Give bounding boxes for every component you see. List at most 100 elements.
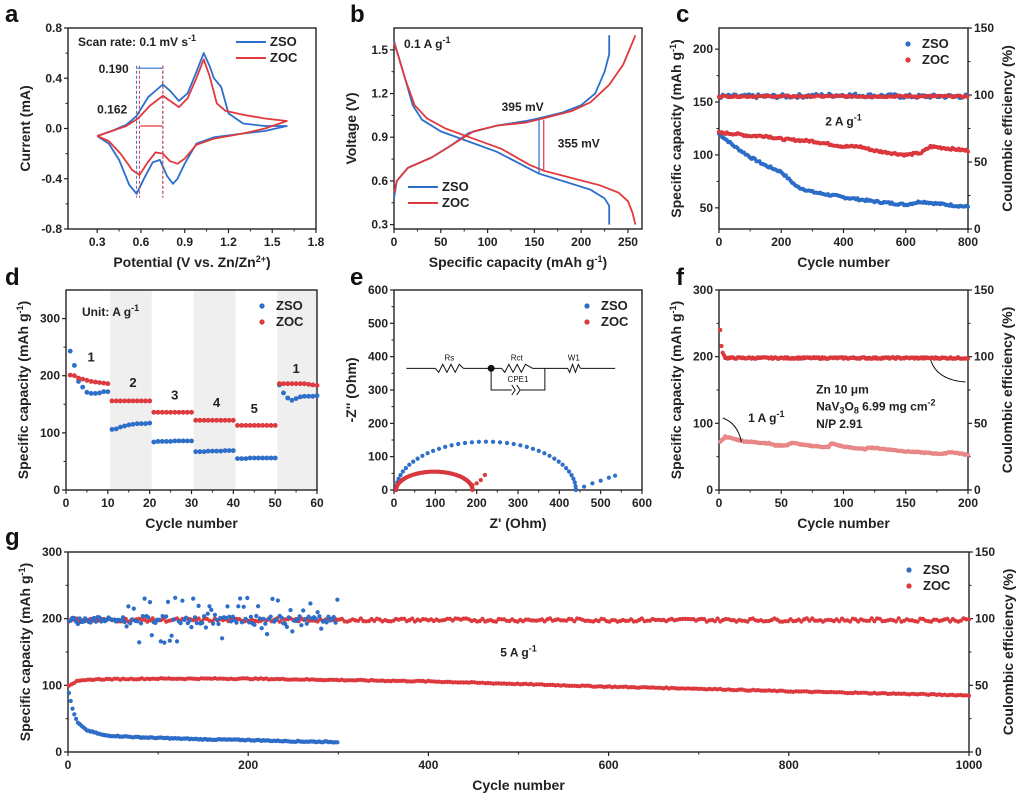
polarization-label-zso: 395 mV bbox=[502, 100, 544, 114]
circuit-label-rs: Rs bbox=[444, 353, 454, 362]
ce-point-zso bbox=[126, 604, 131, 609]
y-tick-label: 100 bbox=[42, 678, 62, 692]
x-tick-label: 400 bbox=[418, 758, 438, 772]
eis-point-zso bbox=[410, 459, 416, 464]
ce-point-zoc bbox=[639, 616, 645, 621]
ce-point-zso bbox=[235, 604, 241, 609]
x-tick-label: 500 bbox=[591, 496, 611, 510]
ce-point-zso bbox=[75, 621, 81, 627]
rate-point-zso bbox=[188, 438, 195, 444]
eis-point-zoc bbox=[470, 487, 475, 493]
panel-letter-c: c bbox=[676, 1, 689, 28]
y-tick-label: 200 bbox=[42, 612, 62, 626]
rate-point-zso bbox=[71, 362, 78, 369]
plot-frame bbox=[67, 551, 970, 753]
x-tick-label: 600 bbox=[896, 235, 916, 249]
ce-point-zso bbox=[174, 639, 180, 644]
discharge-curve-zso bbox=[393, 40, 611, 225]
rate-annotation-sup: -1 bbox=[854, 112, 862, 122]
ce-point-zso bbox=[145, 615, 151, 620]
eis-point-zso bbox=[476, 439, 482, 445]
ce-point-zso bbox=[326, 614, 331, 620]
ce-point-zso bbox=[203, 625, 209, 630]
y-tick-label: 50 bbox=[700, 201, 714, 215]
legend-label-zso: ZSO bbox=[276, 298, 303, 313]
ce-point-zso bbox=[264, 631, 270, 637]
y2-tick-label: 0 bbox=[974, 222, 981, 236]
eis-point-zso bbox=[420, 453, 425, 459]
capacity-point-zoc bbox=[965, 149, 971, 154]
ce-point-zso bbox=[77, 616, 82, 621]
rate-annotation: 2 A g-1 bbox=[825, 112, 861, 128]
polarization-label-zoc: 355 mV bbox=[558, 136, 600, 150]
x-tick-label: 200 bbox=[467, 496, 487, 510]
panel-letter-f: f bbox=[676, 264, 685, 291]
ce-point-zso bbox=[331, 614, 337, 620]
rate-point-zso bbox=[67, 348, 73, 354]
y-axis-label: Voltage (V) bbox=[343, 92, 359, 164]
y-tick-label: 100 bbox=[368, 450, 388, 464]
y2-tick-label: 50 bbox=[975, 678, 989, 692]
panel-letter-a: a bbox=[5, 1, 19, 28]
ce-point-zoc bbox=[945, 616, 950, 622]
capacity-point-zso bbox=[965, 204, 971, 209]
y-tick-label: 0.8 bbox=[45, 21, 62, 35]
rate-point-zso bbox=[147, 420, 153, 426]
rate-point-zso bbox=[230, 448, 236, 454]
ce-point-zso bbox=[183, 615, 189, 621]
ce-point-zso bbox=[93, 619, 99, 624]
ce-point-zso bbox=[230, 614, 236, 620]
rate-point-zoc bbox=[272, 422, 278, 429]
y2-axis-label: Coulombic efficiency (%) bbox=[999, 45, 1015, 211]
ce-point-zoc bbox=[745, 619, 750, 624]
y-axis-label-sup: -1 bbox=[17, 567, 27, 575]
ce-point-zso bbox=[138, 621, 144, 626]
eis-tail-point-zoc bbox=[482, 472, 488, 478]
circuit-label-cpe1: CPE1 bbox=[508, 375, 529, 384]
ce-point-zso bbox=[196, 603, 201, 609]
rate-shaded-region bbox=[193, 290, 236, 490]
info-cathode-loading-part: NaV bbox=[816, 400, 839, 414]
ce-point-zso bbox=[255, 603, 261, 609]
y-tick-label: 600 bbox=[368, 283, 388, 297]
panel-letter-e: e bbox=[350, 264, 363, 291]
x-axis-label: Z' (Ohm) bbox=[490, 515, 547, 531]
ce-point-zso bbox=[259, 625, 265, 631]
panel-letter-b: b bbox=[350, 1, 365, 28]
capacity-point-zso bbox=[66, 690, 72, 696]
ce-point-zso bbox=[284, 624, 290, 630]
ce-point-zso bbox=[275, 598, 281, 603]
eis-point-zso bbox=[569, 472, 574, 478]
y2-tick-label: 0 bbox=[974, 483, 981, 497]
rate-point-zso bbox=[289, 397, 295, 403]
legend-marker-zoc bbox=[584, 319, 590, 325]
legend-label-zoc: ZOC bbox=[923, 578, 951, 593]
ce-point-zso bbox=[318, 626, 324, 632]
y-tick-label: 300 bbox=[693, 283, 713, 297]
y2-tick-label: 100 bbox=[975, 612, 995, 626]
y-tick-label: 100 bbox=[693, 416, 713, 430]
info-cathode-loading: NaV3O8 6.99 mg cm-2 bbox=[816, 398, 935, 416]
legend-marker-zoc bbox=[259, 319, 265, 325]
y-tick-label: 0 bbox=[55, 745, 62, 759]
legend-marker-zoc bbox=[906, 583, 912, 589]
x-tick-label: 0 bbox=[63, 496, 70, 510]
y-axis-label: -Z'' (Ohm) bbox=[343, 358, 359, 423]
rate-annotation-main: 1 A g bbox=[748, 411, 776, 425]
y-tick-label: 0 bbox=[53, 483, 60, 497]
ce-point-zso bbox=[237, 596, 243, 601]
ce-point-zso bbox=[306, 614, 311, 620]
circuit-wire bbox=[520, 368, 546, 391]
info-cathode-loading-part: -2 bbox=[928, 398, 936, 408]
ce-point-zoc bbox=[493, 619, 499, 624]
ce-point-zso bbox=[153, 620, 158, 626]
ce-point-zoc bbox=[837, 619, 842, 624]
capacity-point-zso bbox=[70, 706, 75, 712]
y2-axis-label: Coulombic efficiency (%) bbox=[999, 307, 1015, 473]
x-tick-label: 250 bbox=[618, 235, 638, 249]
ce-point-zso bbox=[167, 638, 173, 644]
ce-point-zso bbox=[172, 595, 178, 601]
x-tick-label: 200 bbox=[571, 235, 591, 249]
arrow-to-left-axis-icon bbox=[722, 417, 742, 443]
